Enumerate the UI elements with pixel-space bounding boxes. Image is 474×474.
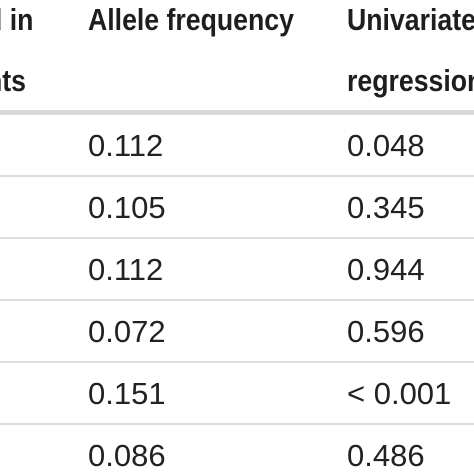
table-row: 0.151 < 0.001	[0, 363, 474, 425]
univariate-regression-cell: 0.596	[347, 314, 425, 349]
column-header-univariate-line2: regression	[347, 63, 474, 98]
table-row: 0.112 0.048	[0, 115, 474, 177]
column-header-univariate-line1: Univariate	[347, 2, 474, 37]
univariate-regression-cell: 0.048	[347, 128, 425, 163]
allele-frequency-cell: 0.105	[88, 190, 166, 225]
univariate-regression-cell: 0.944	[347, 252, 425, 287]
row-divider	[0, 423, 474, 425]
allele-frequency-cell: 0.151	[88, 376, 166, 411]
column-header-partial-line1: d in	[0, 2, 34, 37]
row-divider	[0, 361, 474, 363]
table-row: 0.112 0.944	[0, 239, 474, 301]
allele-frequency-cell: 0.086	[88, 438, 166, 473]
table-row: 0.086 0.486	[0, 425, 474, 474]
univariate-regression-cell: 0.486	[347, 438, 425, 473]
table-row: 0.072 0.596	[0, 301, 474, 363]
allele-frequency-cell: 0.112	[88, 252, 164, 287]
header-divider	[0, 110, 474, 115]
row-divider	[0, 237, 474, 239]
column-header-partial-line2: nts	[0, 63, 26, 98]
univariate-regression-cell: 0.345	[347, 190, 425, 225]
column-header-allele-frequency: Allele frequency	[88, 2, 294, 37]
allele-frequency-cell: 0.112	[88, 128, 164, 163]
table-row: 0.105 0.345	[0, 177, 474, 239]
univariate-regression-cell: < 0.001	[347, 376, 452, 411]
row-divider	[0, 299, 474, 301]
allele-frequency-cell: 0.072	[88, 314, 166, 349]
row-divider	[0, 175, 474, 177]
